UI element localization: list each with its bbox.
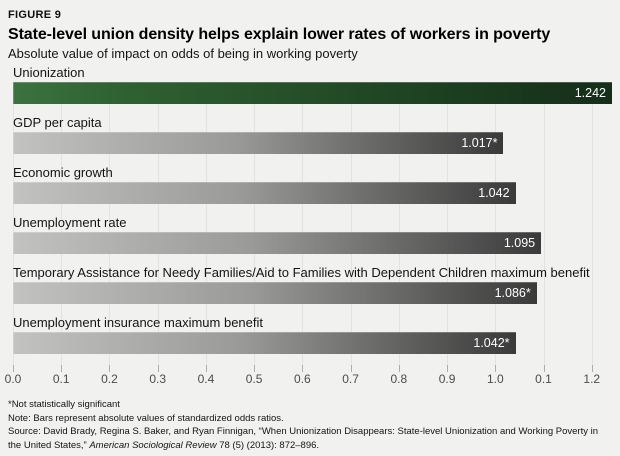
significance-note: *Not statistically significant bbox=[8, 399, 120, 410]
source-journal-title: American Sociological Review bbox=[89, 439, 217, 451]
bar-row: Unemployment rate 1.095 bbox=[13, 215, 612, 265]
bar-ui-max-benefit: 1.042* bbox=[13, 332, 516, 354]
axis-tick bbox=[109, 365, 111, 372]
axis-tick bbox=[205, 365, 207, 372]
bar-row: GDP per capita 1.017* bbox=[13, 115, 612, 165]
bar-unemployment-rate: 1.095 bbox=[13, 232, 542, 254]
axis-tick bbox=[591, 365, 593, 372]
bar-category-label: Temporary Assistance for Needy Families/… bbox=[13, 265, 590, 280]
bar-category-label: Unionization bbox=[13, 65, 85, 80]
gridline bbox=[447, 82, 449, 365]
bar-value-label: 1.017* bbox=[461, 136, 498, 150]
axis-tick bbox=[13, 365, 14, 372]
axis-tick bbox=[447, 365, 449, 372]
axis-tick bbox=[350, 365, 352, 372]
footnotes: *Not statistically significant Note: Bar… bbox=[0, 391, 620, 452]
axis-tick-label: 0.4 bbox=[197, 372, 215, 386]
bar-category-label: Economic growth bbox=[13, 165, 113, 180]
axis-tick bbox=[61, 365, 63, 372]
bar-row: Economic growth 1.042 bbox=[13, 165, 612, 215]
gridline bbox=[302, 82, 304, 365]
bar-gdp-per-capita: 1.017* bbox=[13, 132, 504, 154]
bar-tanf-afdc-max-benefit: 1.086* bbox=[13, 282, 537, 304]
bar-row: Temporary Assistance for Needy Families/… bbox=[13, 265, 612, 315]
plot-area: Unionization 1.242 GDP per capita 1.017*… bbox=[13, 65, 612, 365]
axis-tick-label: 0.8 bbox=[390, 372, 408, 386]
axis-tick-label: 0.1 bbox=[52, 372, 70, 386]
axis-tick-label: 0.9 bbox=[438, 372, 456, 386]
bar-value-label: 1.242 bbox=[574, 86, 606, 100]
source-note: Source: David Brady, Regina S. Baker, an… bbox=[8, 425, 610, 452]
gridline bbox=[157, 82, 159, 365]
chart-title: State-level union density helps explain … bbox=[8, 26, 551, 43]
axis-tick bbox=[254, 365, 256, 372]
gridline bbox=[398, 82, 400, 365]
bar-value-label: 1.042 bbox=[478, 186, 510, 200]
gridline bbox=[591, 82, 593, 365]
chart-subtitle: Absolute value of impact on odds of bein… bbox=[8, 46, 358, 61]
bar-value-label: 1.095 bbox=[503, 236, 536, 250]
gridline bbox=[61, 82, 63, 365]
bar-unionization: 1.242 bbox=[13, 82, 612, 104]
gridline bbox=[350, 82, 352, 365]
bar-value-label: 1.086* bbox=[494, 286, 531, 300]
gridline bbox=[13, 82, 14, 365]
gridline bbox=[254, 82, 256, 365]
bar-economic-growth: 1.042 bbox=[13, 182, 516, 204]
axis-tick-label: 0.7 bbox=[342, 372, 359, 386]
gridline-layer bbox=[13, 82, 612, 365]
axis-tick-label: 0.5 bbox=[245, 372, 263, 386]
bar-category-label: GDP per capita bbox=[13, 115, 102, 130]
x-axis: 0.0 0.1 0.2 0.3 0.4 0.5 0.6 0.7 0.8 0.9 1.0 0.1 1.2 bbox=[5, 365, 612, 391]
bar-category-label: Unemployment rate bbox=[13, 215, 127, 230]
bar-row: Unionization 1.242 bbox=[13, 65, 612, 115]
gridline bbox=[543, 82, 545, 365]
source-citation-tail: 78 (5) (2013): 872–896. bbox=[216, 439, 320, 451]
axis-tick-label: 0.2 bbox=[101, 372, 118, 386]
axis-tick-label: 0.0 bbox=[4, 372, 22, 386]
figure-label: FIGURE 9 bbox=[8, 9, 62, 21]
bar-row: Unemployment insurance maximum benefit 1… bbox=[13, 315, 612, 365]
gridline bbox=[109, 82, 111, 365]
gridline bbox=[495, 82, 497, 365]
axis-tick-label: 1.2 bbox=[583, 372, 601, 386]
axis-tick bbox=[495, 365, 497, 372]
bar-category-label: Unemployment insurance maximum benefit bbox=[13, 315, 263, 330]
note-line: Note: Bars represent absolute values of … bbox=[8, 412, 284, 424]
chart-header: FIGURE 9 State-level union density helps… bbox=[0, 0, 620, 62]
axis-tick-label: 0.3 bbox=[149, 372, 167, 386]
axis-tick-label: 0.1 bbox=[535, 372, 552, 386]
axis-tick bbox=[398, 365, 400, 372]
source-text: Source: David Brady, Regina S. Baker, an… bbox=[8, 426, 599, 451]
bar-value-label: 1.042* bbox=[473, 336, 510, 350]
axis-tick-label: 0.6 bbox=[294, 372, 311, 386]
gridline bbox=[205, 82, 207, 365]
axis-tick bbox=[302, 365, 304, 372]
axis-tick bbox=[543, 365, 545, 372]
axis-tick-label: 1.0 bbox=[486, 372, 504, 386]
axis-tick bbox=[157, 365, 159, 372]
